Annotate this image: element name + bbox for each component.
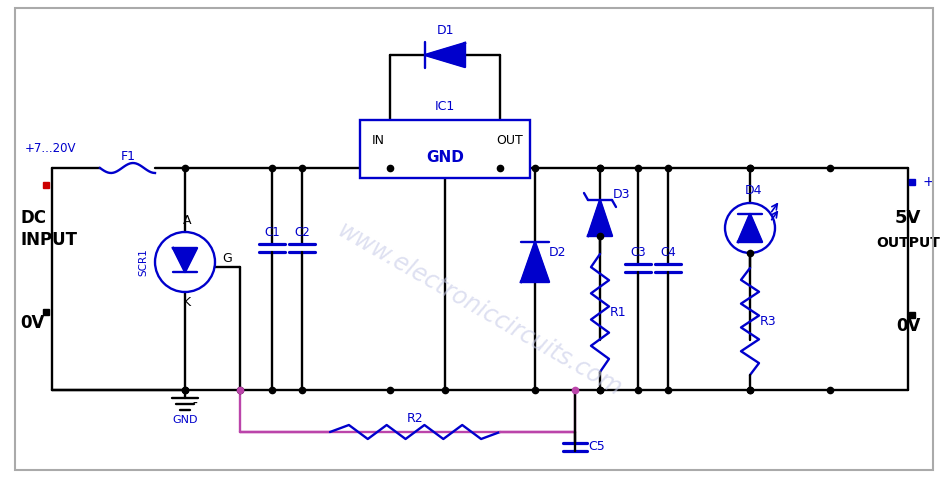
Text: -: - <box>193 397 198 411</box>
Text: K: K <box>183 296 191 309</box>
Text: www.electroniccircuits.com: www.electroniccircuits.com <box>333 218 626 402</box>
Polygon shape <box>588 200 612 236</box>
Text: SCR1: SCR1 <box>138 248 148 276</box>
Text: C3: C3 <box>630 245 646 258</box>
Text: C1: C1 <box>264 226 280 239</box>
Text: D3: D3 <box>614 187 631 201</box>
Text: DC: DC <box>20 209 46 227</box>
Text: D2: D2 <box>548 245 566 258</box>
Text: C2: C2 <box>294 226 310 239</box>
Text: 0V: 0V <box>896 317 921 335</box>
Polygon shape <box>173 248 197 272</box>
Text: D4: D4 <box>744 184 762 197</box>
Text: 0V: 0V <box>20 314 45 332</box>
Text: GND: GND <box>426 149 464 164</box>
Text: IN: IN <box>371 134 385 147</box>
Text: INPUT: INPUT <box>20 231 77 249</box>
Text: C5: C5 <box>589 441 605 454</box>
Text: OUT: OUT <box>497 134 523 147</box>
Text: G: G <box>222 253 232 266</box>
Text: IC1: IC1 <box>435 101 455 113</box>
Text: OUTPUT: OUTPUT <box>876 236 940 250</box>
Polygon shape <box>425 43 465 67</box>
Text: C4: C4 <box>660 245 675 258</box>
Text: R2: R2 <box>407 412 424 425</box>
Text: F1: F1 <box>121 149 136 162</box>
Text: A: A <box>182 214 191 228</box>
Text: +: + <box>923 175 935 189</box>
Text: GND: GND <box>172 415 198 425</box>
Text: R1: R1 <box>610 307 626 320</box>
Text: +7...20V: +7...20V <box>25 142 77 155</box>
Text: D1: D1 <box>436 24 454 37</box>
Polygon shape <box>521 242 549 282</box>
Text: 5V: 5V <box>895 209 922 227</box>
Text: R3: R3 <box>760 315 776 328</box>
Bar <box>360 120 530 178</box>
Polygon shape <box>738 214 762 242</box>
